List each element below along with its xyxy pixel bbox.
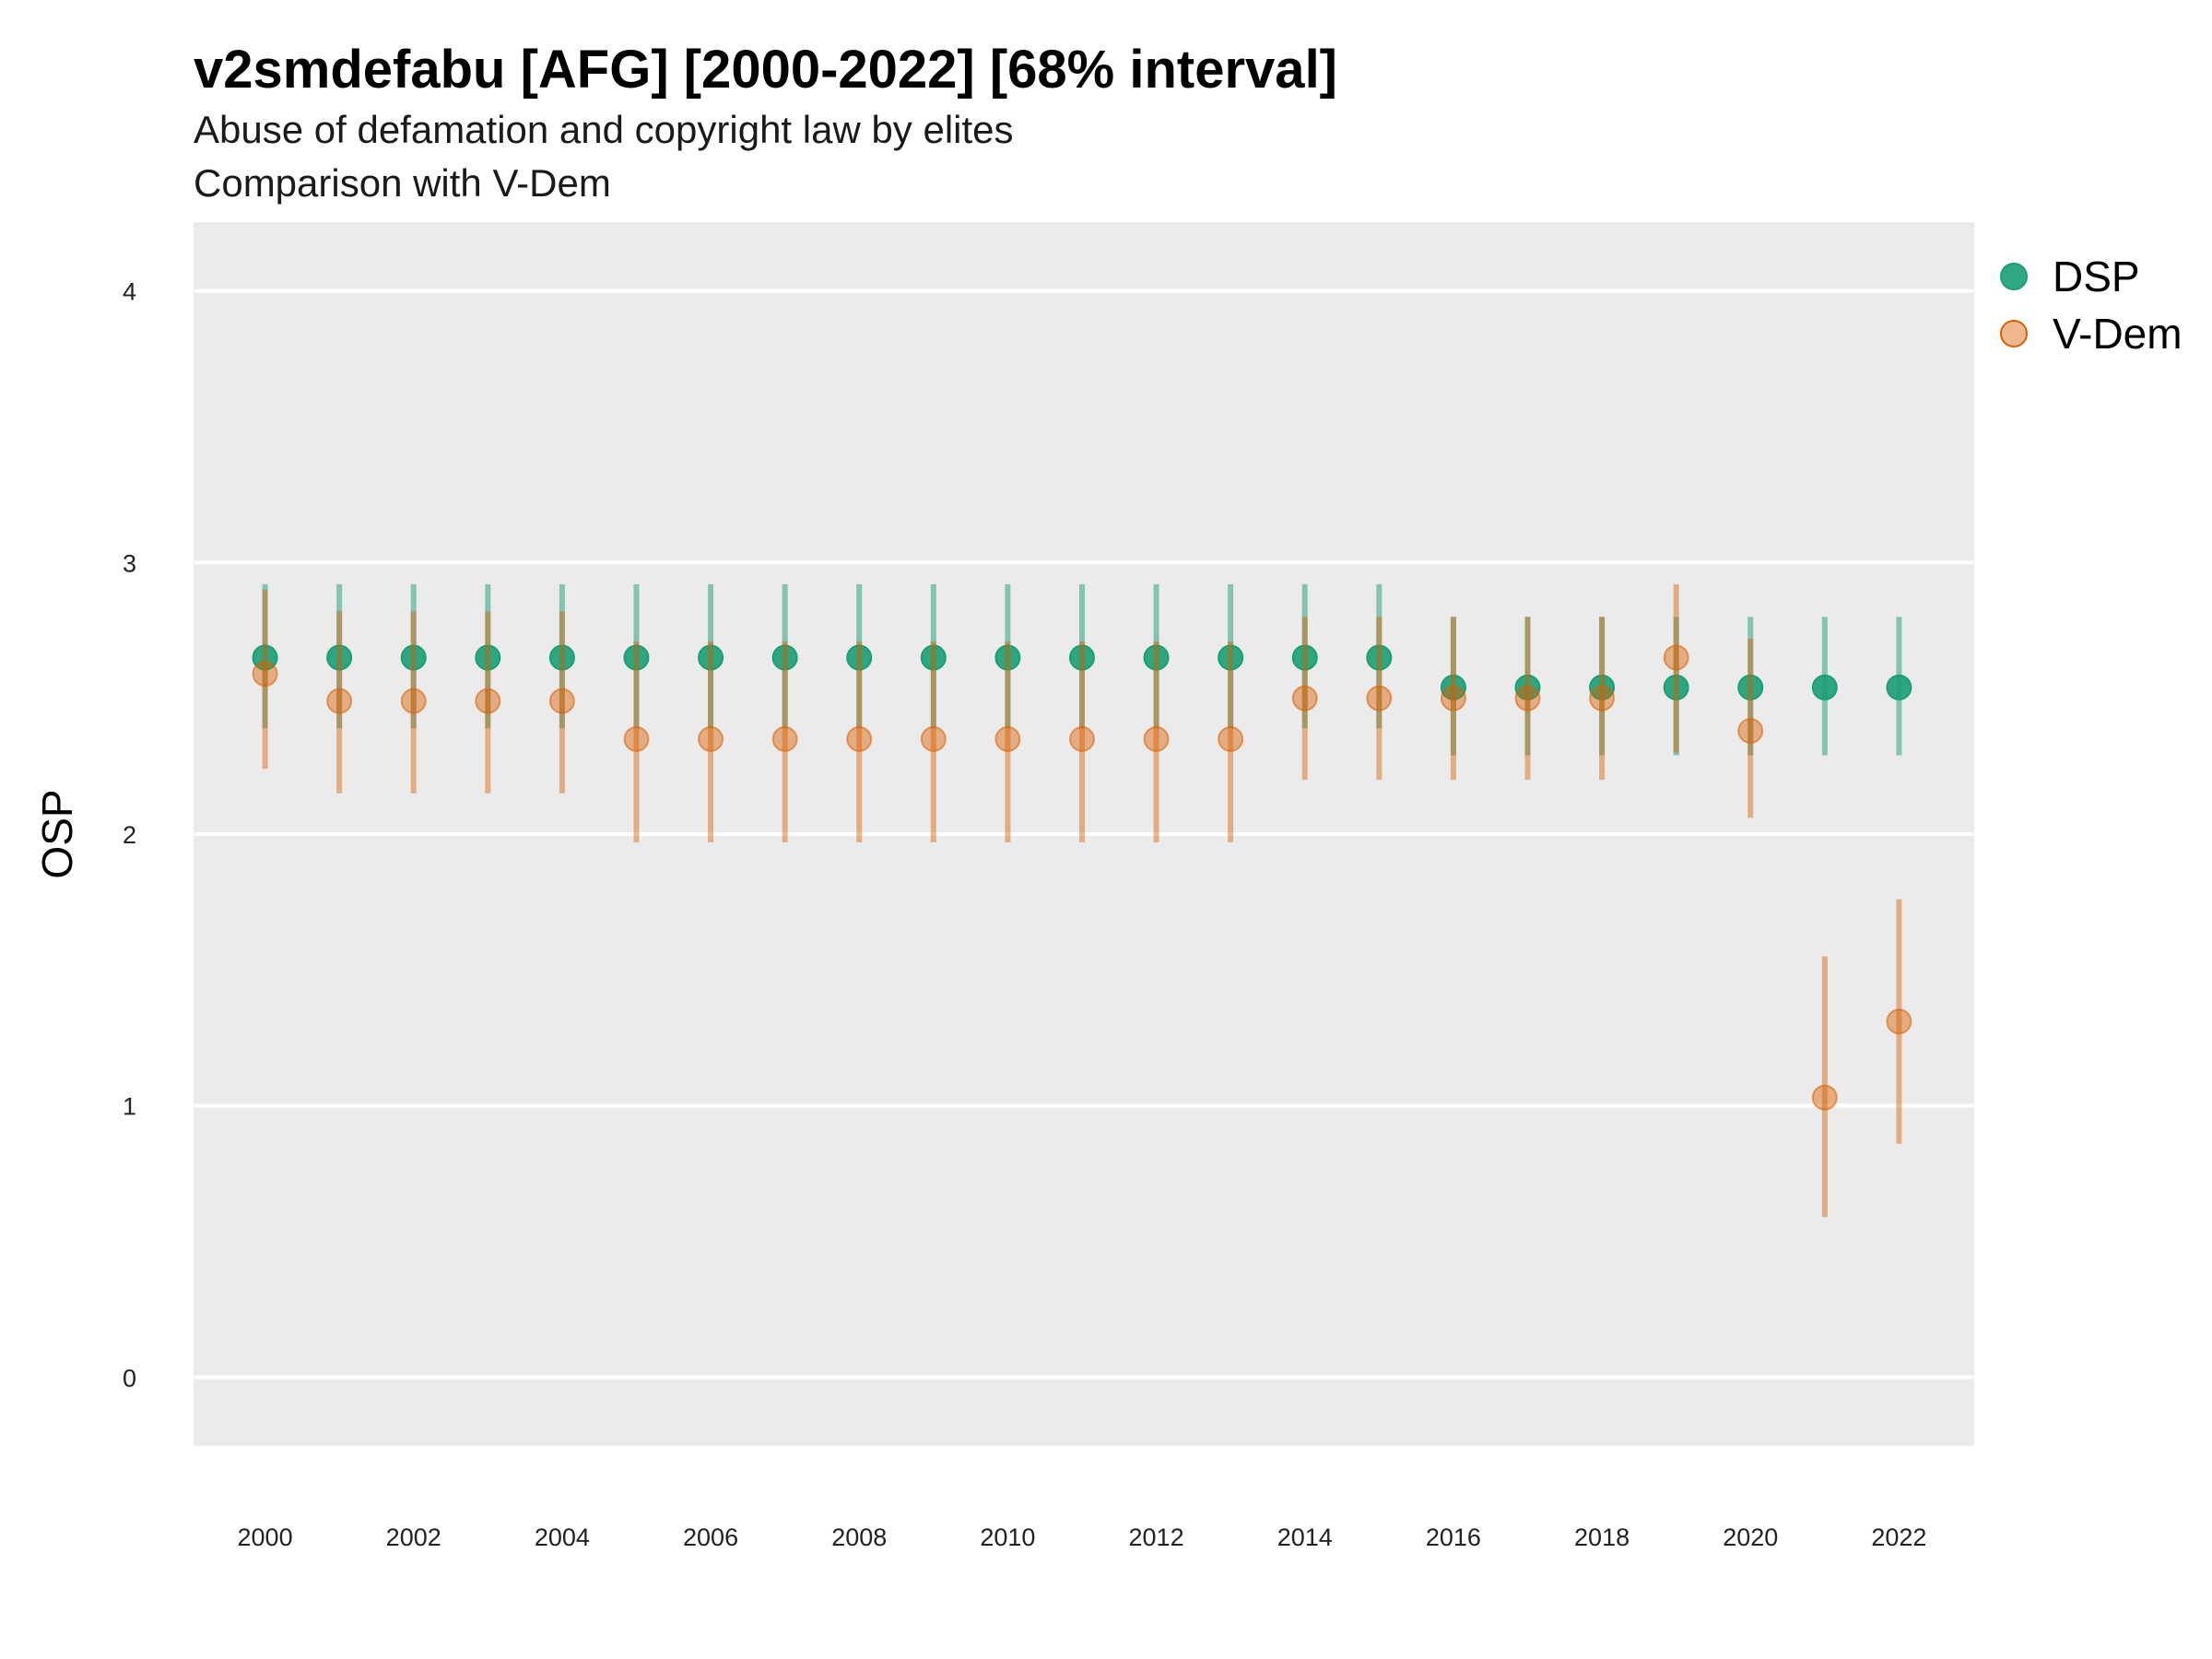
data-point [1514,674,1541,700]
data-point [326,644,353,671]
data-point [475,688,501,714]
x-tick-label: 2022 [1871,1524,1926,1551]
y-tick-label: 0 [123,1364,136,1392]
data-point [1589,674,1616,700]
data-point [548,688,575,714]
data-point [1737,674,1764,700]
series-dsp [252,583,1912,756]
data-point [1291,644,1318,671]
data-point [846,725,873,752]
data-point [1886,1008,1912,1035]
legend-marker [2000,263,2028,290]
data-point [1589,685,1616,712]
data-point [1440,685,1466,712]
legend-marker [2000,320,2028,347]
y-tick-label: 1 [123,1093,136,1121]
data-point [400,688,427,714]
data-point [548,644,575,671]
data-point [1218,725,1244,752]
x-tick-label: 2018 [1574,1524,1630,1551]
data-point [994,644,1021,671]
data-point [623,644,650,671]
y-axis-ticks: 0 1 2 3 4 [123,278,136,1393]
x-tick-label: 2002 [386,1524,441,1551]
data-point [1143,725,1170,752]
x-tick-label: 2010 [980,1524,1035,1551]
grid-lines [194,288,1973,1380]
x-tick-label: 2016 [1426,1524,1481,1551]
legend: DSP V-Dem [2000,253,2183,358]
x-tick-label: 2020 [1723,1524,1778,1551]
data-point [1068,644,1095,671]
x-tick-label: 2014 [1277,1524,1333,1551]
data-point [1737,718,1764,745]
x-tick-label: 2012 [1129,1524,1184,1551]
y-tick-label: 4 [123,278,136,306]
data-point [920,725,947,752]
data-point [1811,674,1838,700]
legend-label: DSP [2053,253,2140,300]
data-point [1366,685,1393,712]
chart-subtitle-line-1: Abuse of defamation and copyright law by… [194,108,1014,151]
data-point [475,644,501,671]
data-point [771,644,798,671]
data-point [920,644,947,671]
x-tick-label: 2000 [238,1524,293,1551]
data-point [252,661,278,688]
data-point [1068,725,1095,752]
data-point [1514,685,1541,712]
x-tick-label: 2006 [683,1524,738,1551]
data-point [1143,644,1170,671]
data-point [1663,674,1689,700]
y-axis-label: OSP [33,789,81,878]
x-tick-label: 2008 [831,1524,887,1551]
data-point [771,725,798,752]
data-point [1811,1084,1838,1111]
data-point [1366,644,1393,671]
data-series [252,583,1912,1218]
y-tick-label: 3 [123,549,136,577]
data-point [1663,644,1689,671]
data-point [623,725,650,752]
data-point [1886,674,1912,700]
data-point [1440,674,1466,700]
data-point [326,688,353,714]
x-tick-label: 2004 [535,1524,590,1551]
data-point [846,644,873,671]
data-point [994,725,1021,752]
data-point [1218,644,1244,671]
series-v-dem [252,583,1912,1218]
y-tick-label: 2 [123,821,136,849]
chart-subtitle-line-2: Comparison with V-Dem [194,161,611,205]
data-point [400,644,427,671]
legend-label: V-Dem [2053,310,2183,358]
chart-title: v2smdefabu [AFG] [2000-2022] [68% interv… [194,40,1337,100]
data-point [1291,685,1318,712]
data-point [698,644,724,671]
data-point [698,725,724,752]
x-axis-ticks: 2000 2002 2004 2006 2008 2010 2012 2014 2016 2018… [238,1524,1927,1551]
